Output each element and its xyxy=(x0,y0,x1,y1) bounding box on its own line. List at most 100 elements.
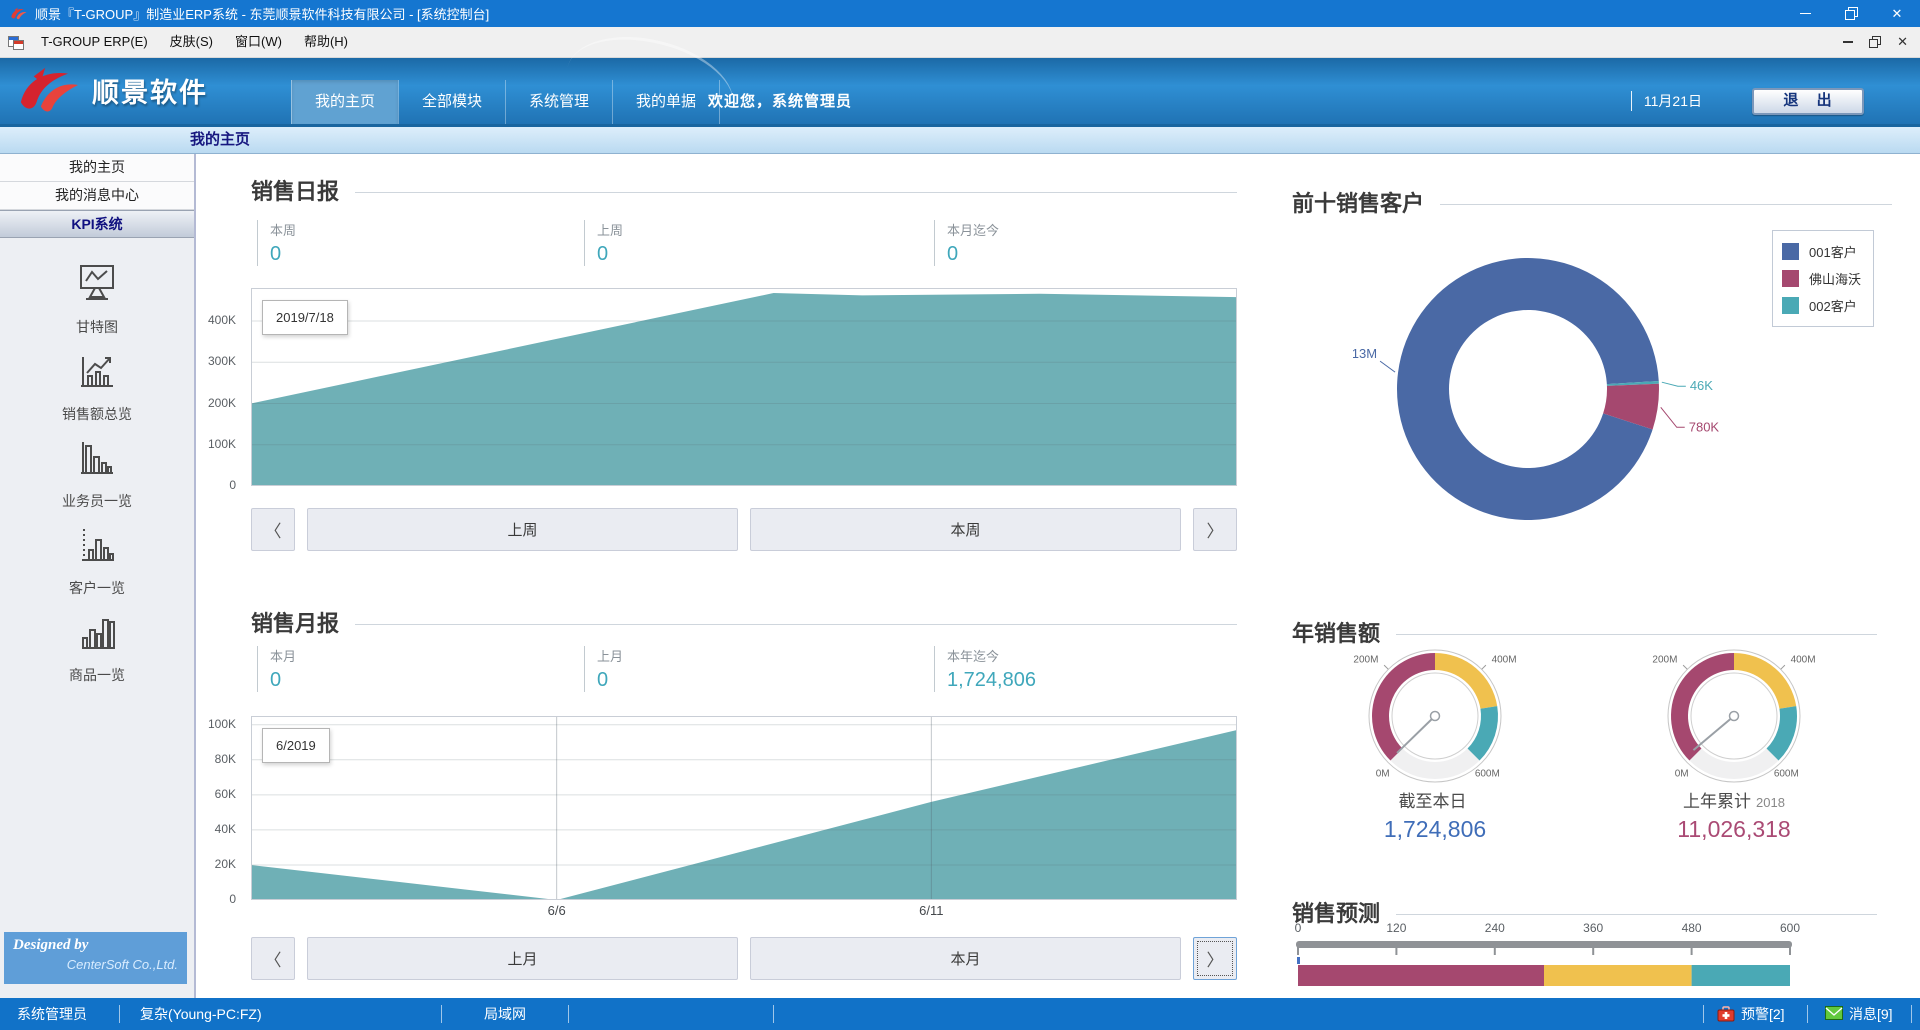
sales-forecast-bar-chart[interactable]: 0 120 240 360 480 600 xyxy=(1286,919,1826,997)
stat-value: 0 xyxy=(270,243,282,265)
daily-this-week-button[interactable]: 本周 xyxy=(750,508,1181,551)
status-machine: 复杂(Young-PC:FZ) xyxy=(140,1006,262,1022)
tab-my-documents[interactable]: 我的单据 xyxy=(612,80,721,124)
status-divider xyxy=(1911,1005,1912,1023)
svg-text:200M: 200M xyxy=(1652,654,1677,665)
daily-sales-area-chart[interactable] xyxy=(251,288,1237,486)
monthly-last-month-button[interactable]: 上月 xyxy=(307,937,738,980)
svg-text:360: 360 xyxy=(1583,921,1603,935)
menu-item-skin[interactable]: 皮肤(S) xyxy=(169,34,214,49)
mdi-child-icon xyxy=(8,34,24,50)
brand-logo-text: 顺景软件 xyxy=(92,77,208,108)
section-title-rule xyxy=(355,623,1237,625)
stat-label: 本月 xyxy=(270,649,297,664)
monthly-prev-button[interactable]: 〈 xyxy=(251,937,295,980)
daily-chart-tooltip: 2019/7/18 xyxy=(262,300,348,335)
section-title-rule xyxy=(355,191,1237,193)
message-icon xyxy=(1825,1006,1843,1020)
stat-month-to-date: 本月迄今 0 xyxy=(934,220,1234,266)
monthly-sales-area-chart[interactable] xyxy=(251,716,1237,900)
stat-label: 本年迄今 xyxy=(947,649,1000,664)
gauge-year: 2018 xyxy=(1756,795,1785,810)
mdi-minimize-button[interactable] xyxy=(1843,41,1854,43)
section-title-text: 年销售额 xyxy=(1292,621,1381,646)
sidebar-item-message-center[interactable]: 我的消息中心 xyxy=(0,182,194,210)
annual-sales-section-title: 年销售额 xyxy=(1292,616,1877,648)
status-divider xyxy=(773,1005,774,1023)
sales-forecast-section-title: 销售预测 xyxy=(1292,896,1877,928)
stat-value: 0 xyxy=(597,243,609,265)
sidebar-item-my-homepage[interactable]: 我的主页 xyxy=(0,154,194,182)
monthly-this-month-button[interactable]: 本月 xyxy=(750,937,1181,980)
shortcut-customer-list[interactable]: 客户一览 xyxy=(0,515,194,602)
stat-year-to-date: 本年迄今 1,724,806 xyxy=(934,646,1234,692)
status-alerts[interactable]: 预警[2] xyxy=(1741,1006,1785,1022)
daily-last-week-button[interactable]: 上周 xyxy=(307,508,738,551)
legend-swatch xyxy=(1782,270,1799,287)
gauge-value: 11,026,318 xyxy=(1677,816,1791,842)
stat-this-month: 本月 0 xyxy=(257,646,557,692)
svg-text:0M: 0M xyxy=(1675,768,1689,779)
designed-by-text: Designed by xyxy=(13,937,89,953)
monthly-pager: 〈 上月 本月 〉 xyxy=(251,937,1237,980)
shortcut-salesman-list[interactable]: 业务员一览 xyxy=(0,428,194,515)
mdi-close-button[interactable]: ✕ xyxy=(1897,34,1908,49)
tab-all-modules[interactable]: 全部模块 xyxy=(398,80,505,124)
svg-text:780K: 780K xyxy=(1689,419,1720,434)
product-chart-icon xyxy=(74,610,120,659)
annual-gauge-current[interactable]: 0M 200M 400M 600M xyxy=(1347,645,1523,792)
legend-label: 001客户 xyxy=(1809,245,1857,260)
status-messages[interactable]: 消息[9] xyxy=(1849,1006,1893,1022)
monthly-next-button[interactable]: 〉 xyxy=(1193,937,1237,980)
menu-item-tgroup-erp[interactable]: T-GROUP ERP(E) xyxy=(41,34,148,49)
gauge-caption-text: 截至本日 xyxy=(1398,792,1467,811)
shortcut-product-list[interactable]: 商品一览 xyxy=(0,602,194,689)
annual-gauge-last-year[interactable]: 0M 200M 400M 600M xyxy=(1646,645,1822,792)
svg-text:200M: 200M xyxy=(1353,654,1378,665)
svg-text:600M: 600M xyxy=(1774,768,1799,779)
mdi-restore-button[interactable] xyxy=(1869,36,1882,48)
status-divider xyxy=(119,1005,120,1023)
stat-value: 0 xyxy=(270,669,282,691)
shortcut-label: 商品一览 xyxy=(69,667,125,683)
x-axis-tick-label: 6/11 xyxy=(919,903,944,918)
daily-next-button[interactable]: 〉 xyxy=(1193,508,1237,551)
gauge-value: 1,724,806 xyxy=(1383,816,1487,842)
daily-prev-button[interactable]: 〈 xyxy=(251,508,295,551)
svg-text:240: 240 xyxy=(1485,921,1505,935)
top-customers-section-title: 前十销售客户 xyxy=(1292,186,1892,218)
svg-text:46K: 46K xyxy=(1690,378,1713,393)
svg-text:600M: 600M xyxy=(1475,768,1500,779)
minimize-button[interactable] xyxy=(1782,0,1828,27)
stat-value: 0 xyxy=(947,243,959,265)
legend-item: 001客户 xyxy=(1782,238,1861,265)
sales-overview-chart-icon xyxy=(74,349,120,398)
top-customers-donut-chart[interactable]: 13M 46K 780K xyxy=(1352,244,1733,534)
legend-item: 002客户 xyxy=(1782,292,1861,319)
tab-system-management[interactable]: 系统管理 xyxy=(505,80,612,124)
menu-item-window[interactable]: 窗口(W) xyxy=(235,34,282,49)
shortcut-label: 业务员一览 xyxy=(62,493,132,509)
restore-button[interactable] xyxy=(1828,0,1874,27)
sidebar-item-kpi-system[interactable]: KPI系统 xyxy=(0,210,194,238)
shortcut-gantt-chart[interactable]: 甘特图 xyxy=(0,254,194,341)
designed-by-box: Designed by CenterSoft Co.,Ltd. xyxy=(4,932,187,984)
shortcut-sales-overview[interactable]: 销售额总览 xyxy=(0,341,194,428)
section-title-text: 销售日报 xyxy=(251,179,340,204)
tab-my-homepage[interactable]: 我的主页 xyxy=(291,80,399,124)
menu-item-help[interactable]: 帮助(H) xyxy=(303,34,348,49)
status-user: 系统管理员 xyxy=(17,1006,87,1022)
salesman-chart-icon xyxy=(74,436,120,485)
close-button[interactable]: ✕ xyxy=(1891,5,1903,21)
brand-logo: 顺景软件 xyxy=(12,65,208,115)
section-title-rule xyxy=(1396,913,1877,915)
status-network: 局域网 xyxy=(484,1006,526,1022)
exit-button[interactable]: 退 出 xyxy=(1752,88,1864,115)
y-axis-tick-label: 0 xyxy=(229,478,236,492)
header-date: 11月21日 xyxy=(1630,91,1702,111)
stat-label: 上周 xyxy=(597,223,624,238)
section-title-rule xyxy=(1396,633,1877,635)
gauge-caption: 上年累计 2018 xyxy=(1614,787,1854,812)
stat-value: 0 xyxy=(597,669,609,691)
